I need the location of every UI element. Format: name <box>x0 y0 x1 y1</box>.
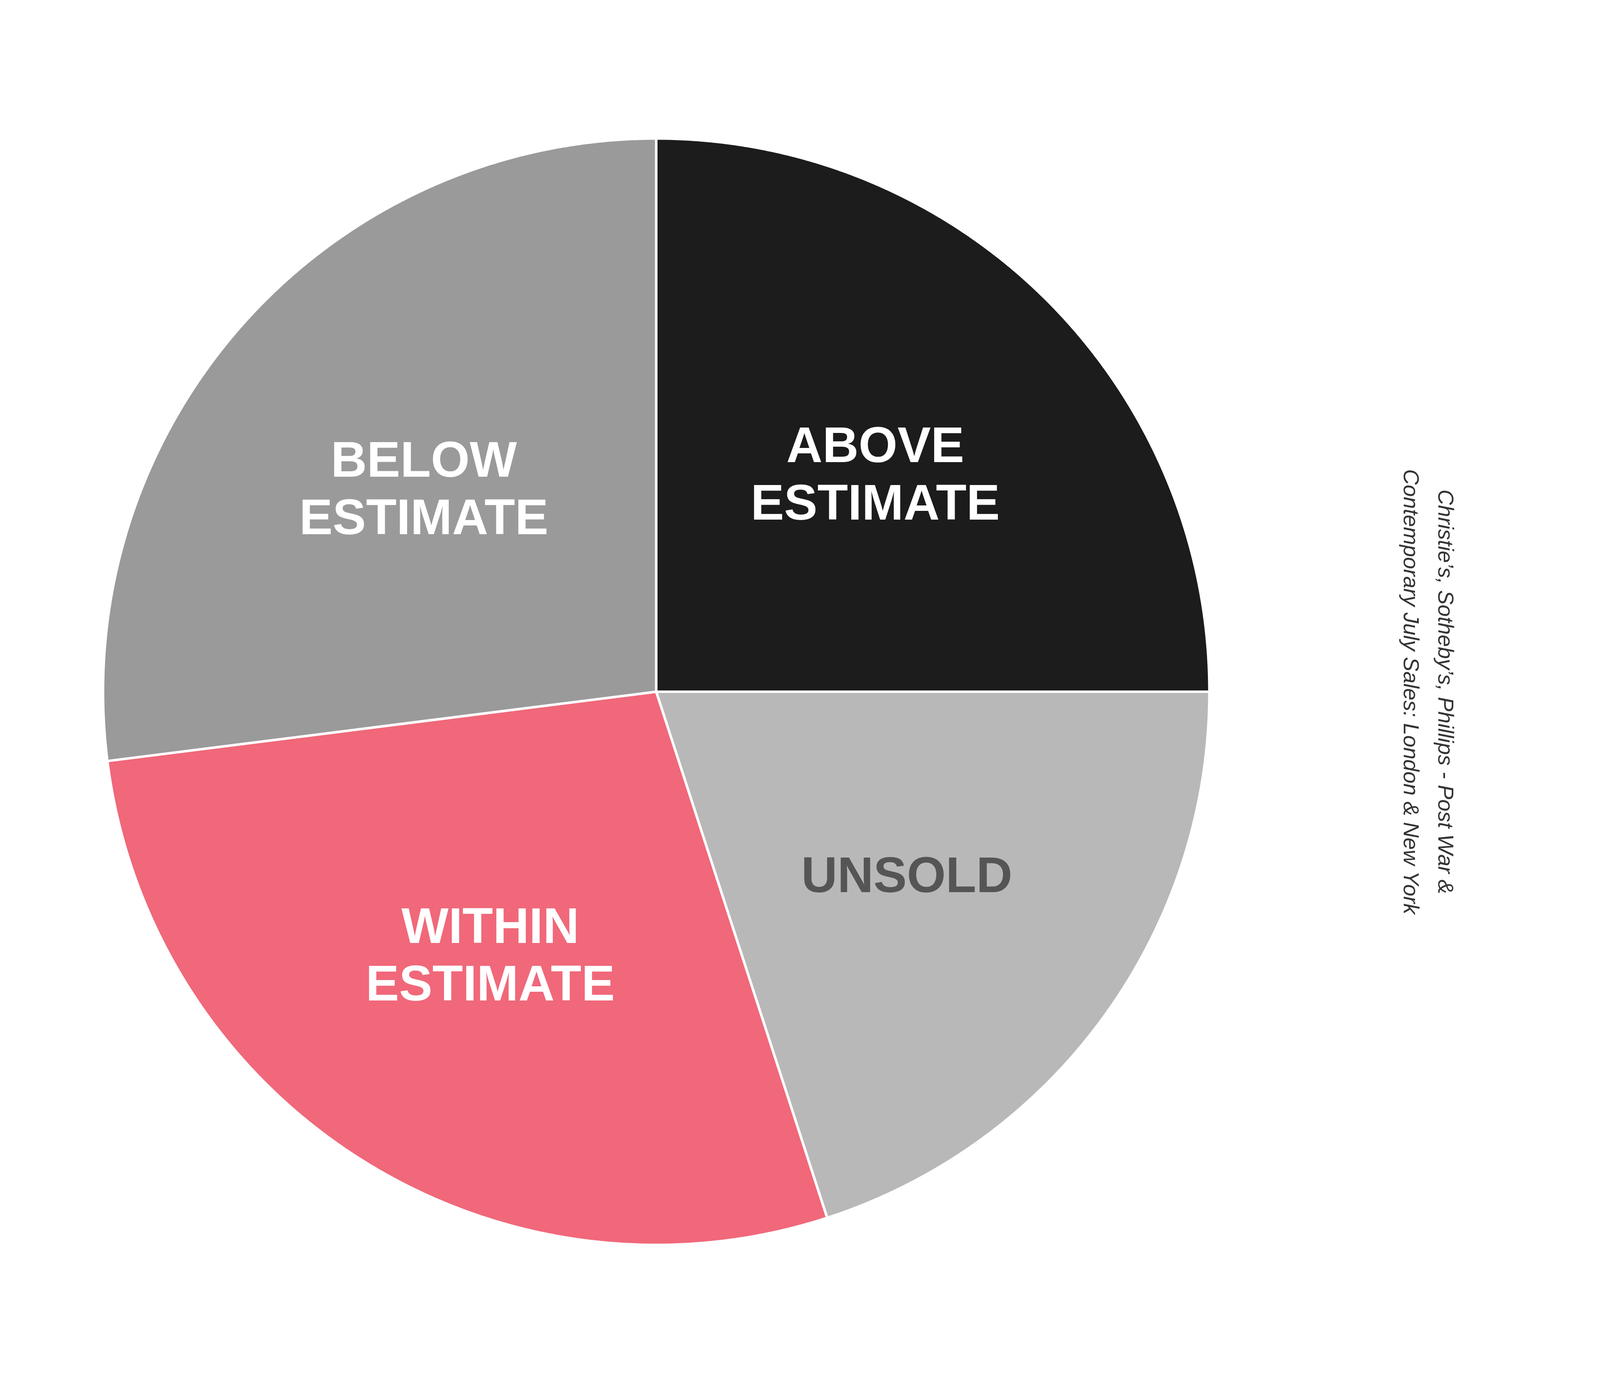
svg-text:BELOWESTIMATE: BELOWESTIMATE <box>299 431 549 545</box>
svg-text:Christie’s, Sotheby’s, Phillip: Christie’s, Sotheby’s, Phillips - Post W… <box>1399 469 1458 916</box>
svg-text:WITHINESTIMATE: WITHINESTIMATE <box>365 897 615 1011</box>
svg-text:ABOVEESTIMATE: ABOVEESTIMATE <box>750 416 1000 530</box>
svg-text:UNSOLD: UNSOLD <box>801 846 1013 903</box>
